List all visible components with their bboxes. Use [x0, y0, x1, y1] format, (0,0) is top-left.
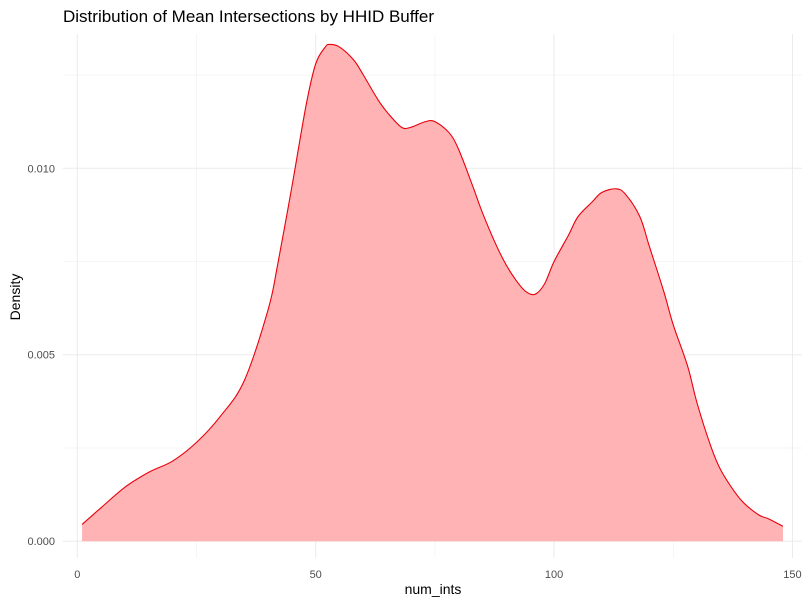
chart-title: Distribution of Mean Intersections by HH… [63, 7, 434, 26]
x-tick-label: 50 [310, 569, 322, 581]
y-tick-label: 0.000 [27, 536, 55, 548]
x-tick-label: 100 [545, 569, 563, 581]
density-line-series-0 [81, 43, 784, 527]
x-axis-title: num_ints [405, 581, 462, 597]
y-tick-label: 0.010 [27, 163, 55, 175]
y-tick-label: 0.005 [27, 350, 55, 362]
x-tick-label: 0 [74, 569, 80, 581]
x-tick-label: 150 [783, 569, 801, 581]
x-axis-ticks: 0 50 100 150 [74, 569, 801, 581]
density-area [81, 43, 784, 542]
density-fill-series-0 [82, 44, 783, 542]
y-axis-ticks: 0.000 0.005 0.010 [27, 163, 55, 548]
y-axis-title: Density [7, 274, 23, 321]
